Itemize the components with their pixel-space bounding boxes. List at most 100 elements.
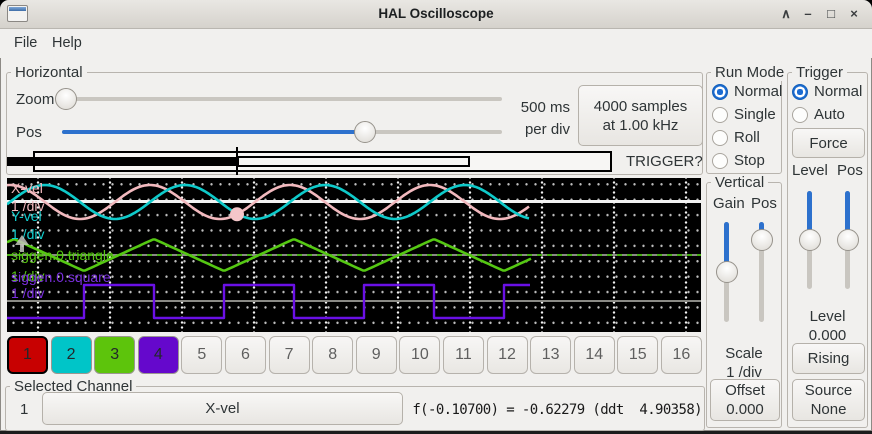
horizontal-group-label: Horizontal <box>11 64 87 81</box>
trigger-level-slider-label: Level <box>792 162 828 179</box>
samples-button[interactable]: 4000 samples at 1.00 kHz <box>578 85 703 146</box>
channel-button-3[interactable]: 3 <box>94 336 136 374</box>
menu-file[interactable]: File <box>14 35 38 51</box>
offset-line2: 0.000 <box>726 401 764 418</box>
wave-sine-2 <box>7 183 530 221</box>
channel-name-button[interactable]: X-vel <box>42 392 403 425</box>
channel-button-11[interactable]: 11 <box>442 336 484 374</box>
slider-handle[interactable] <box>716 261 738 283</box>
force-button[interactable]: Force <box>792 128 865 158</box>
channel-button-4[interactable]: 4 <box>137 336 179 374</box>
vertical-gain-slider[interactable] <box>716 222 738 322</box>
slider-fill <box>62 130 365 134</box>
channel-button-10[interactable]: 10 <box>399 336 441 374</box>
radio-label: Stop <box>734 152 765 169</box>
radio-label: Single <box>734 106 776 123</box>
radio-icon <box>712 152 728 169</box>
trigger-mode-normal-radio[interactable]: Normal <box>792 83 862 100</box>
record-fill-bar <box>7 157 237 166</box>
channel-button-6[interactable]: 6 <box>224 336 266 374</box>
run-mode-group: Run Mode <box>706 64 789 174</box>
channel-button-2[interactable]: 2 <box>50 336 92 374</box>
scope-channel-name-1: X-vel <box>11 180 43 196</box>
arrow-stem <box>20 244 24 252</box>
horizontal-pos-slider[interactable] <box>62 121 502 143</box>
offset-button[interactable]: Offset 0.000 <box>710 379 780 421</box>
vertical-pos-slider[interactable] <box>751 222 773 322</box>
level-line2: 0.000 <box>808 327 847 344</box>
shade-button[interactable]: ∧ <box>781 6 791 21</box>
channel-button-16[interactable]: 16 <box>660 336 702 374</box>
channel-button-7[interactable]: 7 <box>268 336 310 374</box>
run-mode-normal-radio[interactable]: Normal <box>712 83 782 100</box>
selected-channel-number: 1 <box>20 401 29 418</box>
scope-channel-name-2: Y-vel <box>11 208 42 224</box>
slider-track[interactable] <box>56 97 502 101</box>
slider-handle[interactable] <box>837 229 859 251</box>
run-mode-single-radio[interactable]: Single <box>712 106 782 123</box>
scope-channel-name-3: siggen.0.triangle <box>11 247 114 263</box>
trigger-point-dot <box>230 207 244 222</box>
baseline-xy <box>7 200 701 203</box>
radio-icon <box>712 106 728 123</box>
channel-button-1[interactable]: 1 <box>7 336 48 374</box>
timebase-line2: per div <box>524 121 570 138</box>
trigger-level-readout: Level 0.000 <box>787 307 868 345</box>
baseline-triangle-dashes <box>7 254 701 256</box>
radio-label: Auto <box>814 106 845 123</box>
radio-label: Roll <box>734 129 760 146</box>
slider-track[interactable] <box>759 222 764 322</box>
trigger-level-slider[interactable] <box>799 191 821 289</box>
maximize-button[interactable]: □ <box>827 6 835 21</box>
minimize-button[interactable]: – <box>804 6 812 21</box>
channel-button-13[interactable]: 13 <box>530 336 572 374</box>
window-title: HAL Oscilloscope <box>378 6 494 21</box>
radio-label: Normal <box>814 83 863 100</box>
run-mode-stop-radio[interactable]: Stop <box>712 152 782 169</box>
gain-slider-label: Gain <box>713 195 745 212</box>
baseline-square <box>7 300 701 302</box>
channel-button-15[interactable]: 15 <box>617 336 659 374</box>
radio-icon <box>712 83 728 100</box>
wave-triangle <box>7 238 532 272</box>
radio-label: Normal <box>734 83 783 100</box>
slider-handle[interactable] <box>751 229 773 251</box>
arrow-head <box>15 235 29 245</box>
zoom-slider-label: Zoom <box>16 91 55 108</box>
app-icon <box>7 5 28 22</box>
trigger-mode-auto-radio[interactable]: Auto <box>792 106 862 123</box>
close-button[interactable]: × <box>850 6 858 21</box>
channel-button-12[interactable]: 12 <box>486 336 528 374</box>
channel-button-5[interactable]: 5 <box>181 336 223 374</box>
trigger-source-button[interactable]: Source None <box>792 379 865 421</box>
menu-help[interactable]: Help <box>52 35 82 51</box>
slider-fill <box>724 222 729 272</box>
pos-slider-label: Pos <box>16 124 42 141</box>
wave-square <box>7 283 530 320</box>
scope-channel-name-4: siggen.0.square <box>11 269 111 285</box>
vertical-group-label: Vertical <box>711 174 769 191</box>
vertical-scale-readout: Scale 1 /div <box>706 344 782 382</box>
trigger-group-label: Trigger <box>792 64 847 81</box>
selected-channel-group-label: Selected Channel <box>10 378 137 395</box>
scope-display: X-vel 1 /div Y-vel 1 /div siggen.0.triangle 1… <box>7 178 701 332</box>
radio-icon <box>792 106 808 123</box>
view-window-bar <box>237 156 470 167</box>
slider-handle[interactable] <box>55 88 77 110</box>
channel-button-14[interactable]: 14 <box>573 336 615 374</box>
trigger-group: Trigger <box>787 64 868 428</box>
offset-line1: Offset <box>725 382 765 399</box>
source-line2: None <box>810 401 847 418</box>
channel-button-9[interactable]: 9 <box>355 336 397 374</box>
channel-button-8[interactable]: 8 <box>312 336 354 374</box>
slider-handle[interactable] <box>799 229 821 251</box>
slider-handle[interactable] <box>354 121 376 143</box>
trigger-edge-button[interactable]: Rising <box>792 343 865 374</box>
run-mode-group-label: Run Mode <box>711 64 789 81</box>
radio-icon <box>712 129 728 146</box>
horizontal-zoom-slider[interactable] <box>55 88 502 110</box>
title-bar[interactable]: HAL Oscilloscope ∧ – □ × <box>0 0 872 29</box>
trigger-pos-slider[interactable] <box>837 191 859 289</box>
run-mode-roll-radio[interactable]: Roll <box>712 129 782 146</box>
samples-line1: 4000 samples <box>593 97 688 115</box>
